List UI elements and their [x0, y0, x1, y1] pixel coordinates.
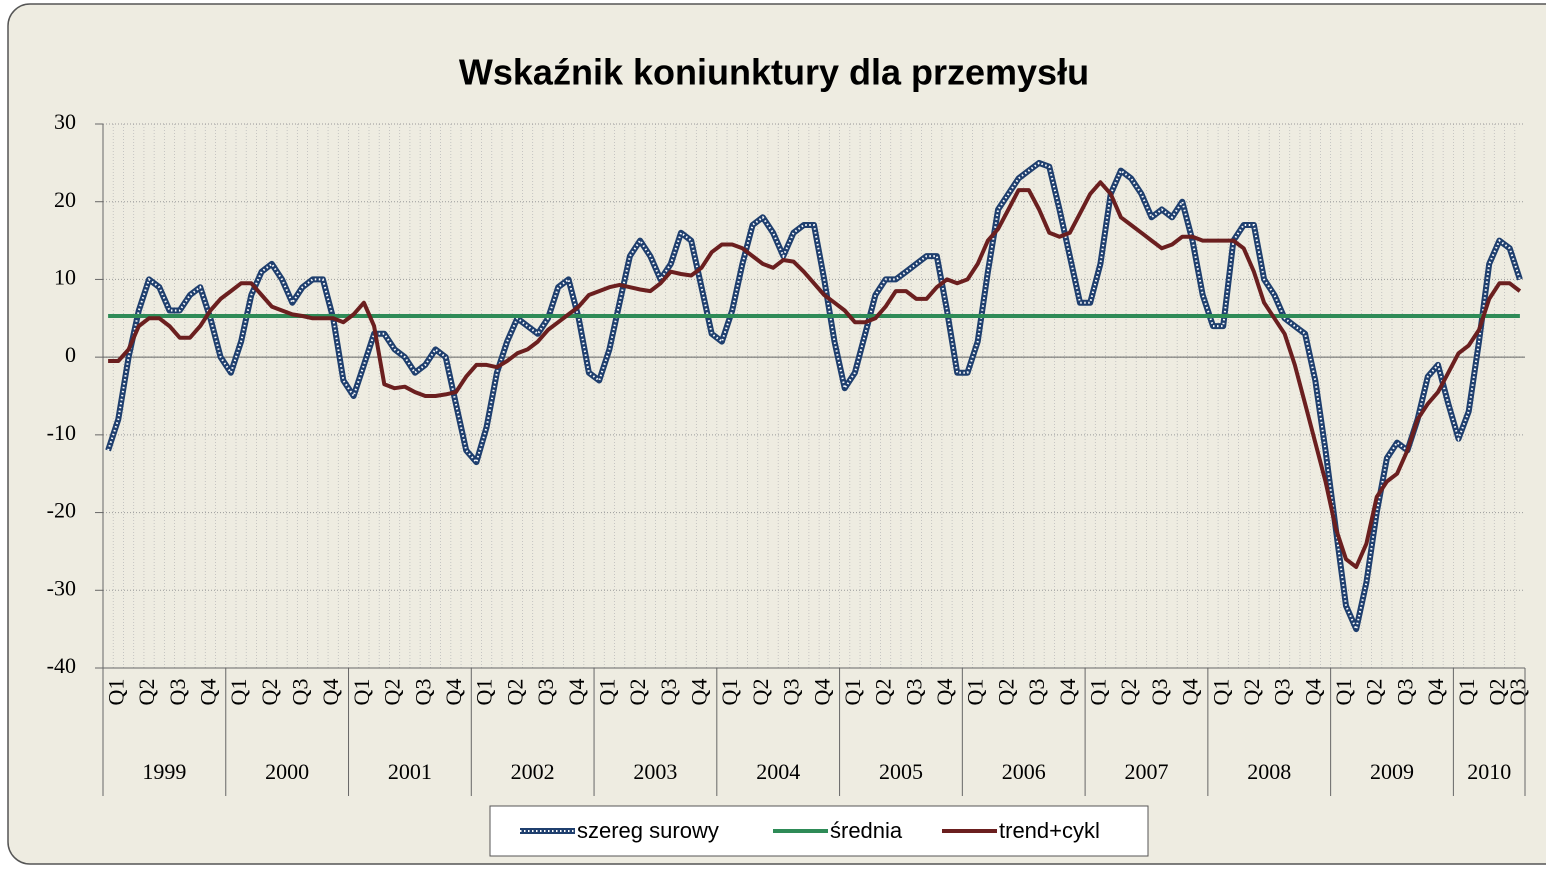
quarter-label: Q2 — [1362, 679, 1387, 706]
quarter-label: Q4 — [1178, 679, 1203, 706]
legend-label: trend+cykl — [999, 818, 1100, 843]
quarter-label: Q1 — [963, 679, 988, 706]
quarter-label: Q1 — [717, 679, 742, 706]
quarter-label: Q2 — [1484, 679, 1509, 706]
year-label: 2006 — [1002, 759, 1046, 784]
quarter-label: Q3 — [1147, 679, 1172, 706]
quarter-label: Q1 — [226, 679, 251, 706]
y-tick-label: -20 — [47, 498, 76, 523]
quarter-label: Q2 — [993, 679, 1018, 706]
quarter-label: Q4 — [932, 679, 957, 706]
quarter-label: Q2 — [502, 679, 527, 706]
y-tick-label: -10 — [47, 420, 76, 445]
quarter-label: Q1 — [840, 679, 865, 706]
quarter-label: Q1 — [349, 679, 374, 706]
year-label: 2010 — [1467, 759, 1511, 784]
quarter-label: Q1 — [103, 679, 128, 706]
quarter-label: Q3 — [410, 679, 435, 706]
quarter-label: Q2 — [625, 679, 650, 706]
quarter-label: Q3 — [1505, 679, 1530, 706]
quarter-label: Q4 — [441, 679, 466, 706]
y-tick-label: 10 — [54, 264, 76, 289]
legend-label: średnia — [830, 818, 903, 843]
quarter-label: Q4 — [564, 679, 589, 706]
quarter-label: Q2 — [1116, 679, 1141, 706]
series-line-dots — [107, 161, 1521, 633]
year-label: 2005 — [879, 759, 923, 784]
quarter-label: Q2 — [1239, 679, 1264, 706]
quarter-label: Q1 — [1208, 679, 1233, 706]
y-tick-label: 30 — [54, 109, 76, 134]
quarter-label: Q2 — [134, 679, 159, 706]
quarter-label: Q2 — [748, 679, 773, 706]
quarter-label: Q4 — [809, 679, 834, 706]
quarter-label: Q3 — [901, 679, 926, 706]
y-tick-label: -30 — [47, 575, 76, 600]
quarter-label: Q3 — [165, 679, 190, 706]
quarter-label: Q2 — [380, 679, 405, 706]
quarter-label: Q2 — [871, 679, 896, 706]
quarter-label: Q4 — [1423, 679, 1448, 706]
series-line — [108, 180, 1522, 569]
quarter-label: Q3 — [1392, 679, 1417, 706]
chart-frame — [7, 3, 1546, 865]
quarter-label: Q1 — [594, 679, 619, 706]
quarter-label: Q2 — [257, 679, 282, 706]
y-tick-label: -40 — [47, 653, 76, 678]
year-label: 1999 — [142, 759, 186, 784]
quarter-label: Q1 — [1085, 679, 1110, 706]
quarter-label: Q3 — [288, 679, 313, 706]
year-label: 2000 — [265, 759, 309, 784]
year-label: 2007 — [1124, 759, 1168, 784]
year-label: 2002 — [511, 759, 555, 784]
quarter-label: Q1 — [472, 679, 497, 706]
quarter-label: Q4 — [1300, 679, 1325, 706]
year-label: 2009 — [1370, 759, 1414, 784]
legend-label: szereg surowy — [577, 818, 719, 843]
quarter-label: Q4 — [195, 679, 220, 706]
year-label: 2001 — [388, 759, 432, 784]
year-label: 2004 — [756, 759, 800, 784]
quarter-label: Q3 — [533, 679, 558, 706]
quarter-label: Q3 — [1270, 679, 1295, 706]
quarter-label: Q3 — [1024, 679, 1049, 706]
quarter-label: Q1 — [1331, 679, 1356, 706]
chart-title: Wskaźnik koniunktury dla przemysłu — [459, 52, 1089, 93]
y-tick-label: 0 — [65, 342, 76, 367]
quarter-label: Q3 — [779, 679, 804, 706]
quarter-label: Q3 — [656, 679, 681, 706]
quarter-label: Q4 — [318, 679, 343, 706]
y-tick-label: 20 — [54, 187, 76, 212]
quarter-label: Q1 — [1454, 679, 1479, 706]
year-label: 2003 — [633, 759, 677, 784]
quarter-label: Q4 — [687, 679, 712, 706]
quarter-label: Q4 — [1055, 679, 1080, 706]
year-label: 2008 — [1247, 759, 1291, 784]
